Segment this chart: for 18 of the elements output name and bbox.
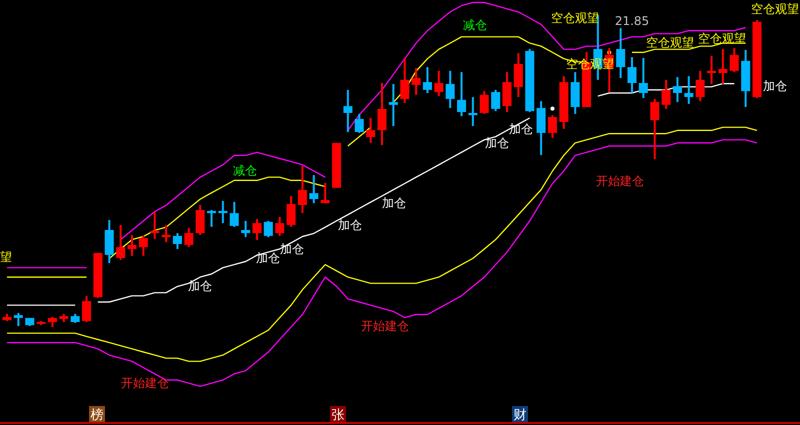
text: 财 <box>514 408 526 423</box>
text: 张 <box>332 408 344 423</box>
annotation: 加仓 <box>338 218 362 232</box>
annotation: 减仓 <box>233 163 257 178</box>
annotation: 减仓 <box>463 18 487 32</box>
text: 加仓 <box>763 79 787 93</box>
annotation: 21.85 <box>614 14 650 28</box>
text: 开始建仓 <box>121 376 169 390</box>
annotation: 空仓观望 <box>751 2 799 16</box>
annotation: 望 <box>0 250 12 264</box>
annotation: 加仓 <box>485 136 509 150</box>
annotation: 开始建仓 <box>361 319 409 333</box>
annotation: 空仓观望 <box>646 36 694 50</box>
annotation: 加仓 <box>256 251 280 266</box>
annotation: 开始建仓 <box>596 174 644 188</box>
text: 榜 <box>90 408 104 423</box>
annotation: 加仓 <box>188 279 212 293</box>
annotation: 加仓 <box>382 196 406 210</box>
